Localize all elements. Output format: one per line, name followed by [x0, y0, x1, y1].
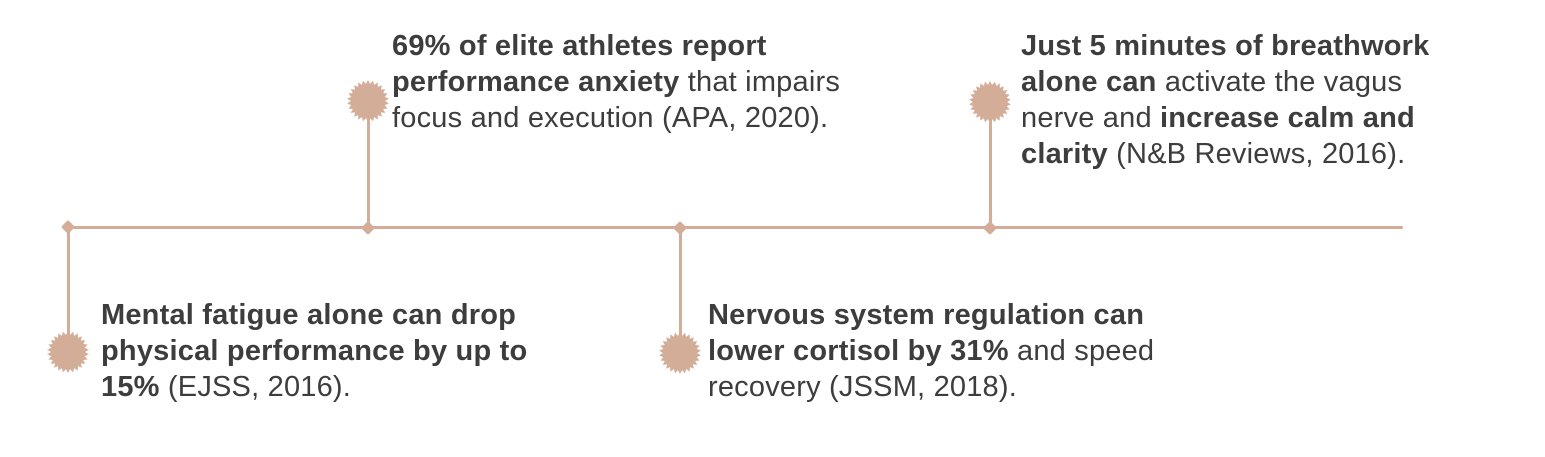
callout-text-bold: Nervous system regulation can [708, 299, 1145, 331]
callout-line: Mental fatigue alone can drop [101, 297, 527, 333]
callout-line: lower cortisol by 31% and speed [708, 333, 1154, 369]
callout-text-bold: 15% [101, 371, 160, 403]
burst-marker-icon [47, 331, 89, 373]
callout-line: nerve and increase calm and [1021, 100, 1429, 136]
callout-text-bold: Mental fatigue alone can drop [101, 299, 517, 331]
burst-marker-icon [969, 81, 1011, 123]
callout-line: performance anxiety that impairs [392, 64, 840, 100]
callout-nervous-system: Nervous system regulation can lower corti… [708, 297, 1154, 405]
callout-line: physical performance by up to [101, 333, 527, 369]
callout-text-bold: performance anxiety [392, 66, 680, 98]
callout-line: alone can activate the vagus [1021, 64, 1429, 100]
callout-text-regular: nerve and [1021, 102, 1152, 134]
timeline-axis [67, 226, 1403, 229]
callout-line: 15% (EJSS, 2016). [101, 369, 527, 405]
callout-text-regular: and speed [1008, 335, 1155, 367]
callout-text-regular: focus and execution (APA, 2020). [392, 102, 829, 134]
callout-line: recovery (JSSM, 2018). [708, 369, 1154, 405]
callout-text-bold: alone can [1021, 66, 1157, 98]
callout-text-bold: physical performance by up to [101, 335, 528, 367]
callout-text-bold: lower cortisol by 31% [708, 335, 1009, 367]
callout-performance-anxiety: 69% of elite athletes report performance … [392, 28, 840, 136]
callout-text-bold: clarity [1021, 138, 1108, 170]
marker-stem-performance-anxiety [366, 101, 370, 229]
callout-text-bold: Just 5 minutes of breathwork [1021, 30, 1430, 62]
marker-stem-mental-fatigue [66, 229, 70, 352]
callout-text-regular: (EJSS, 2016). [159, 371, 352, 403]
marker-stem-nervous-system [678, 229, 682, 353]
callout-line: Nervous system regulation can [708, 297, 1154, 333]
junction-dot [360, 220, 376, 236]
junction-dot [982, 220, 998, 236]
callout-breathwork: Just 5 minutes of breathwork alone can ac… [1021, 28, 1429, 172]
callout-text-regular: (N&B Reviews, 2016). [1107, 138, 1406, 170]
callout-text-bold: 69% of elite athletes report [392, 30, 767, 62]
callout-text-regular: activate the vagus [1156, 66, 1403, 98]
junction-dot [672, 220, 688, 236]
burst-marker-icon [347, 80, 389, 122]
callout-mental-fatigue: Mental fatigue alone can drop physical pe… [101, 297, 527, 405]
callout-line: focus and execution (APA, 2020). [392, 100, 840, 136]
callout-line: clarity (N&B Reviews, 2016). [1021, 136, 1429, 172]
callout-line: Just 5 minutes of breathwork [1021, 28, 1429, 64]
junction-dot [60, 219, 76, 235]
callout-line: 69% of elite athletes report [392, 28, 840, 64]
callout-text-regular: that impairs [679, 66, 841, 98]
callout-text-bold: increase calm and [1151, 102, 1415, 134]
burst-marker-icon [659, 332, 701, 374]
callout-text-regular: recovery (JSSM, 2018). [708, 371, 1017, 403]
marker-stem-breathwork [988, 102, 992, 229]
